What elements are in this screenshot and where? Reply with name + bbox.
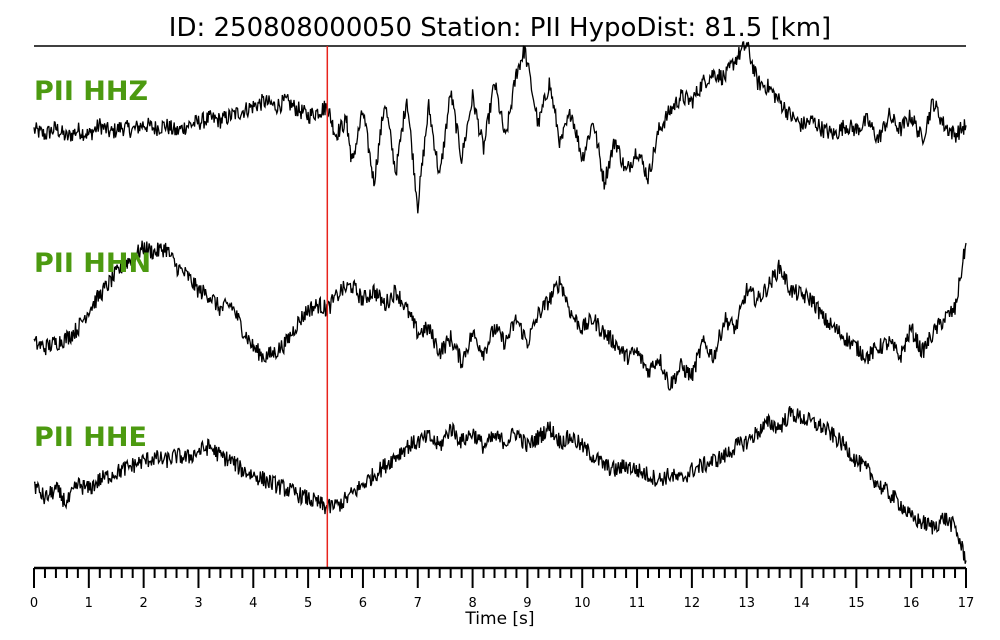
x-tick-label: 3 xyxy=(194,596,202,611)
trace-label-group: PII HHZ PII HHN PII HHE xyxy=(34,76,151,453)
time-axis: 0 1 2 3 4 5 6 7 8 9 10 11 12 13 14 15 16 17 xyxy=(30,566,975,611)
x-tick-label: 13 xyxy=(738,596,755,611)
x-tick-label: 1 xyxy=(85,596,93,611)
x-tick-label: 12 xyxy=(684,596,701,611)
trace-label-pii-hhz: PII HHZ xyxy=(34,76,148,107)
x-tick-label: 14 xyxy=(793,596,810,611)
x-tick-label: 17 xyxy=(958,596,975,611)
x-tick-label: 11 xyxy=(629,596,646,611)
x-tick-label: 2 xyxy=(140,596,148,611)
x-tick-label: 7 xyxy=(414,596,422,611)
x-tick-label: 5 xyxy=(304,596,312,611)
trace-label-pii-hhn: PII HHN xyxy=(34,248,151,279)
trace-pii-hhn xyxy=(33,240,967,391)
x-tick-label: 6 xyxy=(359,596,367,611)
x-tick-label: 9 xyxy=(523,596,531,611)
trace-pii-hhe xyxy=(34,406,967,564)
x-axis-label: Time [s] xyxy=(464,609,534,629)
x-tick-label: 0 xyxy=(30,596,38,611)
x-tick-label: 15 xyxy=(848,596,865,611)
chart-title: ID: 250808000050 Station: PII HypoDist: … xyxy=(169,13,831,43)
x-tick-label: 8 xyxy=(468,596,476,611)
x-tick-label: 4 xyxy=(249,596,257,611)
trace-pii-hhz xyxy=(33,41,967,214)
trace-label-pii-hhe: PII HHE xyxy=(34,422,147,453)
x-tick-label: 10 xyxy=(574,596,591,611)
x-tick-label: 16 xyxy=(903,596,920,611)
trace-group xyxy=(33,41,967,564)
